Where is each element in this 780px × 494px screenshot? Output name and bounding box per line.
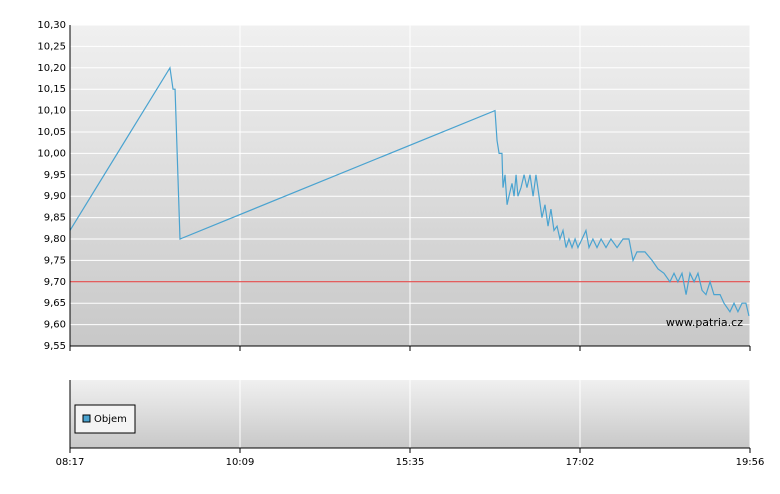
y-tick-label: 10,25 [37,41,66,52]
y-tick-label: 10,30 [37,20,66,31]
price-line [69,66,750,317]
y-tick-label: 9,60 [44,320,66,331]
y-tick-label: 9,95 [44,170,66,181]
y-tick-label: 9,75 [44,255,66,266]
x-tick-label: 08:17 [56,457,85,468]
y-tick-label: 10,00 [37,148,66,159]
legend-swatch [82,414,91,423]
y-tick-label: 9,90 [44,191,66,202]
legend-label: Objem [94,414,127,425]
y-tick-label: 10,10 [37,106,66,117]
x-tick-label: 10:09 [226,457,255,468]
y-tick-label: 10,15 [37,84,66,95]
x-tick-label: 19:56 [736,457,765,468]
x-tick-label: 15:35 [396,457,425,468]
watermark: www.patria.cz [666,316,743,329]
y-tick-label: 10,05 [37,127,66,138]
y-tick-label: 9,80 [44,234,66,245]
x-tick-label: 17:02 [566,457,595,468]
y-tick-label: 9,70 [44,277,66,288]
y-tick-label: 9,65 [44,298,66,309]
y-tick-label: 10,20 [37,63,66,74]
y-tick-label: 9,85 [44,213,66,224]
y-tick-label: 9,55 [44,341,66,352]
